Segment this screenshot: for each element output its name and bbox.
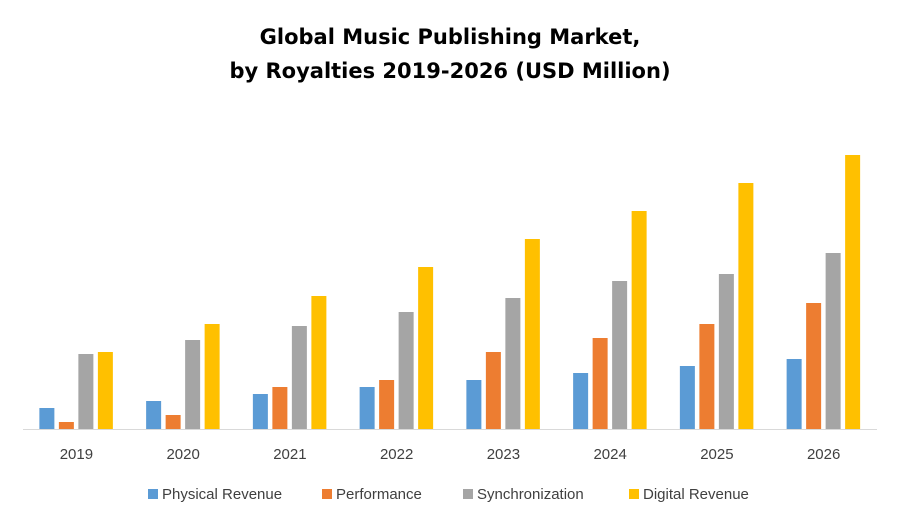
bar-physical-revenue-2025 bbox=[679, 366, 695, 429]
x-tick-label: 2022 bbox=[380, 446, 413, 463]
chart-title-line-1: Global Music Publishing Market, bbox=[260, 25, 641, 49]
bar-performance-2019 bbox=[58, 422, 74, 429]
legend-label: Performance bbox=[336, 486, 422, 503]
legend-swatch bbox=[463, 489, 473, 499]
legend-label: Synchronization bbox=[477, 486, 584, 503]
bar-performance-2022 bbox=[379, 380, 395, 429]
x-axis-ticks: 2019 2020 2021 2022 2023 2024 2025 2026 bbox=[60, 446, 841, 463]
bar-digital-revenue-2020 bbox=[204, 324, 220, 429]
bar-physical-revenue-2019 bbox=[39, 408, 55, 429]
x-tick-label: 2020 bbox=[166, 446, 199, 463]
bars bbox=[39, 155, 861, 429]
bar-performance-2026 bbox=[806, 303, 822, 429]
x-tick-label: 2026 bbox=[807, 446, 840, 463]
legend: Physical Revenue Performance Synchronizati… bbox=[148, 486, 749, 503]
legend-item: Performance bbox=[322, 486, 422, 503]
legend-swatch bbox=[322, 489, 332, 499]
legend-item: Synchronization bbox=[463, 486, 584, 503]
chart-title-line-2: by Royalties 2019-2026 (USD Million) bbox=[229, 59, 670, 83]
bar-digital-revenue-2021 bbox=[311, 296, 327, 429]
bar-performance-2023 bbox=[485, 352, 501, 429]
bar-synchronization-2024 bbox=[612, 281, 628, 429]
x-tick-label: 2019 bbox=[60, 446, 93, 463]
legend-swatch bbox=[148, 489, 158, 499]
bar-synchronization-2021 bbox=[291, 326, 307, 429]
x-tick-label: 2025 bbox=[700, 446, 733, 463]
bar-physical-revenue-2022 bbox=[359, 387, 375, 429]
bar-performance-2024 bbox=[592, 338, 608, 429]
bar-digital-revenue-2023 bbox=[524, 239, 540, 429]
bar-synchronization-2020 bbox=[185, 340, 201, 429]
bar-digital-revenue-2024 bbox=[631, 211, 647, 429]
bar-synchronization-2023 bbox=[505, 298, 521, 429]
x-tick-label: 2024 bbox=[593, 446, 626, 463]
legend-item: Digital Revenue bbox=[629, 486, 749, 503]
bar-digital-revenue-2019 bbox=[97, 352, 113, 429]
bar-digital-revenue-2026 bbox=[845, 155, 861, 429]
bar-synchronization-2025 bbox=[718, 274, 734, 429]
bar-synchronization-2022 bbox=[398, 312, 414, 429]
bar-digital-revenue-2025 bbox=[738, 183, 754, 429]
bar-digital-revenue-2022 bbox=[418, 267, 434, 429]
bar-performance-2021 bbox=[272, 387, 288, 429]
x-tick-label: 2021 bbox=[273, 446, 306, 463]
bar-performance-2025 bbox=[699, 324, 715, 429]
bar-physical-revenue-2024 bbox=[573, 373, 589, 429]
bar-physical-revenue-2020 bbox=[146, 401, 162, 429]
legend-item: Physical Revenue bbox=[148, 486, 282, 503]
bar-physical-revenue-2023 bbox=[466, 380, 482, 429]
bar-performance-2020 bbox=[165, 415, 181, 429]
x-tick-label: 2023 bbox=[487, 446, 520, 463]
legend-label: Physical Revenue bbox=[162, 486, 282, 503]
bar-synchronization-2019 bbox=[78, 354, 94, 429]
bar-physical-revenue-2026 bbox=[786, 359, 802, 429]
bar-physical-revenue-2021 bbox=[252, 394, 268, 429]
legend-label: Digital Revenue bbox=[643, 486, 749, 503]
bar-synchronization-2026 bbox=[825, 253, 841, 429]
legend-swatch bbox=[629, 489, 639, 499]
